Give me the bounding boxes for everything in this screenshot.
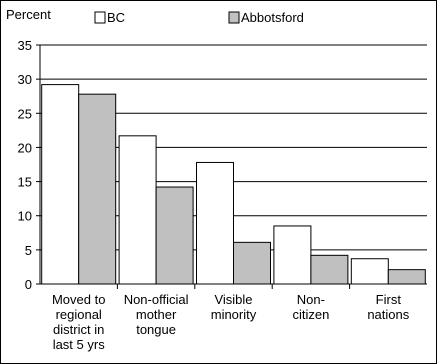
bar-bc-3 <box>273 225 312 285</box>
x-category-label: Non-citizen <box>292 292 329 322</box>
legend: BC Abbotsford <box>94 10 304 25</box>
legend-swatch-abbotsford <box>228 11 240 24</box>
legend-swatch-bc <box>94 11 106 24</box>
y-tick-label: 20 <box>18 140 32 155</box>
x-category-label: First nations <box>367 292 409 322</box>
x-category-label: Visible minority <box>211 292 257 322</box>
y-tick-label: 0 <box>25 277 32 292</box>
x-category-label: Non-official mother tongue <box>124 292 189 337</box>
legend-label-bc: BC <box>107 10 125 25</box>
bar-abbotsford-4 <box>387 269 426 285</box>
bar-abbotsford-0 <box>78 93 117 285</box>
y-tick-labels: 0 5 10 15 20 25 30 35 <box>18 38 40 292</box>
y-tick-label: 30 <box>18 72 32 87</box>
bar-bc-2 <box>196 161 234 285</box>
bars <box>41 84 426 285</box>
bar-bc-1 <box>118 135 157 285</box>
axes <box>39 45 427 289</box>
bar-bc-0 <box>41 84 80 285</box>
y-tick-label: 10 <box>18 209 32 224</box>
x-category-labels: Moved to regional district in last 5 yrs Non… <box>52 292 410 352</box>
y-tick-label: 5 <box>25 243 32 258</box>
bar-abbotsford-1 <box>155 186 194 285</box>
y-tick-label: 35 <box>18 38 32 53</box>
y-tick-label: 15 <box>18 175 32 190</box>
bar-bc-4 <box>350 258 389 285</box>
x-category-label: Moved to regional district in last 5 yrs <box>52 292 105 352</box>
bar-abbotsford-3 <box>310 254 349 285</box>
y-tick-label: 25 <box>18 106 32 121</box>
bar-abbotsford-2 <box>233 241 271 285</box>
legend-label-abbotsford: Abbotsford <box>241 10 304 25</box>
y-axis-title: Percent <box>6 7 51 22</box>
